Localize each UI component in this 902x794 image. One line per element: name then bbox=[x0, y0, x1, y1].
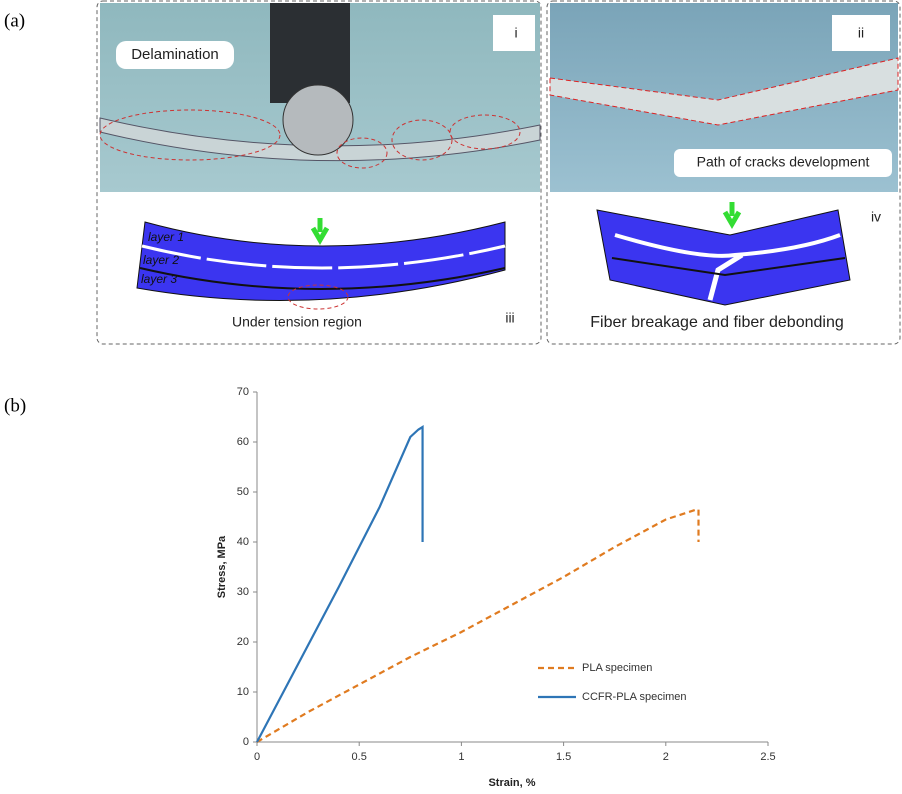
x-tick-label: 2.5 bbox=[760, 751, 775, 763]
y-tick-label: 0 bbox=[243, 736, 249, 748]
diagram-iii bbox=[137, 218, 505, 309]
panel-label: i bbox=[514, 25, 517, 41]
y-tick-label: 50 bbox=[237, 486, 249, 498]
figure-label: (a) bbox=[4, 10, 25, 31]
legend-label: PLA specimen bbox=[582, 662, 652, 674]
annotation: Path of cracks development bbox=[697, 154, 870, 170]
y-tick-label: 40 bbox=[237, 536, 249, 548]
series-line bbox=[257, 510, 699, 743]
y-tick-label: 20 bbox=[237, 636, 249, 648]
x-tick-label: 1.5 bbox=[556, 751, 571, 763]
y-tick-label: 60 bbox=[237, 436, 249, 448]
x-axis-label: Strain, % bbox=[488, 777, 535, 789]
x-tick-label: 0 bbox=[254, 751, 260, 763]
annotation: Delamination bbox=[131, 46, 219, 63]
panel-label: ii bbox=[858, 25, 864, 41]
legend-label: CCFR-PLA specimen bbox=[582, 691, 687, 703]
layer-label: layer 3 bbox=[141, 272, 177, 286]
y-axis-label: Stress, MPa bbox=[216, 535, 228, 598]
figure-label: (b) bbox=[4, 395, 26, 416]
x-tick-label: 0.5 bbox=[352, 751, 367, 763]
chart: Strain, % Stress, MPa 0 10 20 30 40 50 60 70 0 0.… bbox=[216, 386, 776, 789]
layer-label: layer 1 bbox=[148, 230, 184, 244]
panel-label: iv bbox=[871, 209, 881, 225]
panel-label: iii bbox=[505, 310, 514, 326]
y-tick-label: 30 bbox=[237, 586, 249, 598]
y-tick-label: 70 bbox=[237, 386, 249, 398]
y-tick-label: 10 bbox=[237, 686, 249, 698]
diagram-iv bbox=[597, 202, 850, 305]
layer-label: layer 2 bbox=[143, 253, 179, 267]
figure: (a) (b) i ii iii iv Delamination bbox=[0, 0, 902, 794]
annotation: Fiber breakage and fiber debonding bbox=[590, 314, 844, 331]
photo-i bbox=[100, 3, 540, 192]
x-tick-label: 2 bbox=[663, 751, 669, 763]
annotation: Under tension region bbox=[232, 314, 362, 330]
x-tick-label: 1 bbox=[458, 751, 464, 763]
